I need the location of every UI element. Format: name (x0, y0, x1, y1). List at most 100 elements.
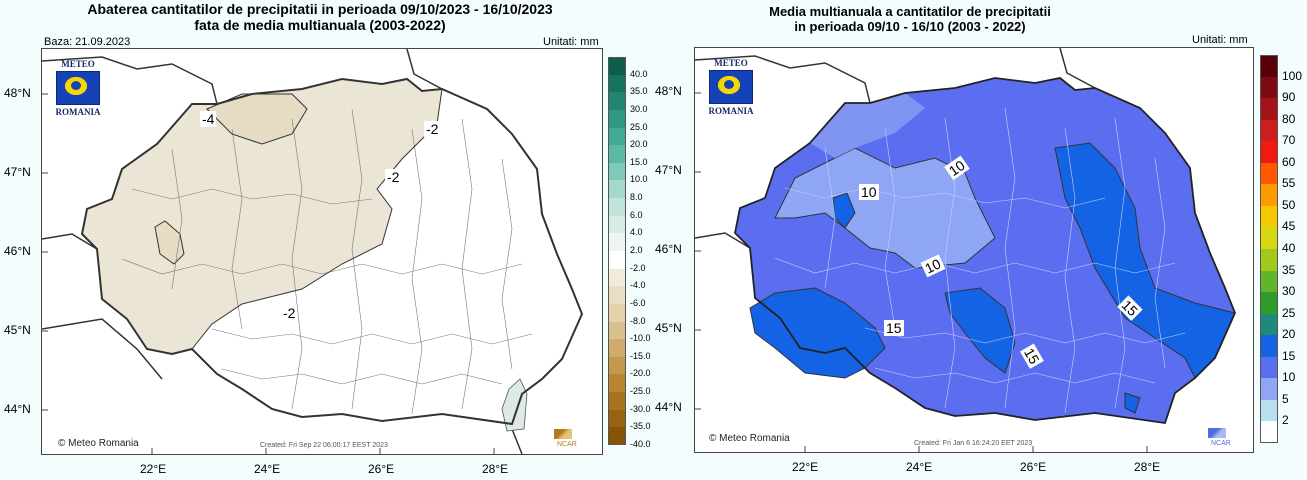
meteo-logo-icon (709, 70, 753, 104)
copyright-icon: © (709, 433, 717, 444)
legend-label: 100 (1282, 68, 1303, 83)
legend-label: 15 (1282, 348, 1296, 363)
right-map-svg (695, 48, 1236, 452)
right-title-line2: in perioada 09/10 - 16/10 (2003 - 2022) (794, 19, 1026, 34)
legend-label: 35 (1282, 262, 1296, 277)
left-lat-label: 44°N (4, 402, 31, 416)
legend-label: 5 (1282, 391, 1289, 406)
right-ncar: NCAR (1211, 440, 1231, 447)
legend-label: 10.0 (630, 174, 648, 185)
left-map-svg (42, 49, 584, 454)
legend-label: 2 (1282, 413, 1289, 428)
right-map: METEO ROMANIA 10 10 10 15 15 15 © Meteo … (694, 47, 1254, 453)
legend-label: -10.0 (630, 333, 651, 344)
left-units: Unitati: mm (543, 36, 599, 48)
right-lon-label: 22°E (792, 460, 819, 474)
left-lat-label: 48°N (4, 86, 31, 100)
right-title-line1: Media multianuala a cantitatilor de prec… (769, 4, 1051, 19)
legend-label: -8.0 (630, 315, 646, 326)
left-tan-region (82, 79, 442, 354)
legend-label: -4.0 (630, 280, 646, 291)
legend-label: 8.0 (630, 192, 643, 203)
right-lat-label: 46°N (655, 242, 682, 256)
legend-label: 40.0 (630, 68, 648, 79)
left-lat-label: 45°N (4, 323, 31, 337)
left-contour-label: -2 (281, 305, 298, 321)
legend-label: 15.0 (630, 156, 648, 167)
right-contour-label: 15 (884, 320, 904, 336)
legend-label: 30.0 (630, 103, 648, 114)
legend-label: 20.0 (630, 139, 648, 150)
right-logo-bottom: ROMANIA (708, 106, 754, 116)
right-logo: METEO ROMANIA (705, 58, 757, 116)
left-logo-bottom: ROMANIA (55, 107, 101, 117)
legend-label: 10 (1282, 370, 1296, 385)
legend-label: -40.0 (630, 439, 651, 449)
legend-label: 50 (1282, 197, 1296, 212)
right-contour-label: 10 (859, 184, 879, 200)
left-lon-label: 22°E (140, 462, 167, 476)
left-lon-label: 26°E (368, 462, 395, 476)
left-logo: METEO ROMANIA (52, 59, 104, 117)
right-lon-label: 28°E (1134, 460, 1161, 474)
left-title-line1: Abaterea cantitatilor de precipitatii in… (87, 1, 553, 17)
left-lon-label: 24°E (254, 462, 281, 476)
left-map: METEO ROMANIA -4 -2 -2 -2 © Meteo Romani… (41, 48, 603, 455)
right-credit-text: Meteo Romania (719, 433, 790, 444)
legend-label: -6.0 (630, 297, 646, 308)
legend-label: 90 (1282, 90, 1296, 105)
right-lat-label: 44°N (655, 400, 682, 414)
legend-label: 6.0 (630, 209, 643, 220)
left-logo-top: METEO (61, 59, 95, 69)
left-contour-label: -2 (385, 169, 402, 185)
left-lat-label: 46°N (4, 244, 31, 258)
left-contour-label: -4 (200, 111, 217, 127)
legend-label: 80 (1282, 111, 1296, 126)
legend-label: -25.0 (630, 386, 651, 397)
left-credit: © Meteo Romania (58, 438, 139, 449)
right-legend: 100 90 80 70 60 55 50 45 40 35 30 25 20 15 10 5 2 (1260, 55, 1302, 444)
legend-label: 30 (1282, 284, 1296, 299)
ncar-logo-icon (1208, 428, 1226, 438)
meteo-logo-icon (56, 71, 100, 105)
legend-label: 35.0 (630, 86, 648, 97)
legend-label: -15.0 (630, 350, 651, 361)
legend-frame (608, 57, 626, 445)
right-credit: © Meteo Romania (709, 433, 790, 444)
right-lat-label: 45°N (655, 321, 682, 335)
right-lon-label: 24°E (906, 460, 933, 474)
legend-label: -30.0 (630, 403, 651, 414)
legend-label: 4.0 (630, 227, 643, 238)
legend-label: -35.0 (630, 421, 651, 432)
legend-frame (1260, 55, 1278, 443)
right-created: Created: Fri Jan 6 16:24:20 EET 2023 (914, 440, 1033, 447)
left-lon-label: 28°E (482, 462, 509, 476)
left-ncar: NCAR (557, 441, 577, 448)
left-title: Abaterea cantitatilor de precipitatii in… (0, 1, 640, 33)
legend-label: 55 (1282, 176, 1296, 191)
left-legend: 40.0 35.0 30.0 25.0 20.0 15.0 10.0 8.0 6.0 4.0 2.0… (608, 57, 651, 449)
right-units: Unitati: mm (1192, 34, 1248, 46)
legend-label: 25.0 (630, 121, 648, 132)
legend-label: -2.0 (630, 262, 646, 273)
copyright-icon: © (58, 438, 66, 449)
left-white-region (192, 89, 582, 424)
legend-label: 60 (1282, 154, 1296, 169)
legend-label: 70 (1282, 133, 1296, 148)
right-lat-label: 47°N (655, 163, 682, 177)
legend-label: 25 (1282, 305, 1296, 320)
right-lat-label: 48°N (655, 84, 682, 98)
left-created: Created: Fri Sep 22 06:00:17 EEST 2023 (260, 442, 388, 449)
legend-label: 45 (1282, 219, 1296, 234)
right-logo-top: METEO (714, 58, 748, 68)
left-title-line2: fata de media multianuala (2003-2022) (194, 17, 446, 33)
left-credit-text: Meteo Romania (68, 438, 139, 449)
left-baza: Baza: 21.09.2023 (44, 36, 131, 48)
legend-label: 40 (1282, 241, 1296, 255)
legend-label: 20 (1282, 327, 1296, 342)
right-title: Media multianuala a cantitatilor de prec… (680, 4, 1140, 34)
ncar-logo-icon (554, 429, 572, 439)
legend-label: -20.0 (630, 368, 651, 379)
left-dark-tan-region (207, 94, 307, 144)
left-lat-label: 47°N (4, 165, 31, 179)
